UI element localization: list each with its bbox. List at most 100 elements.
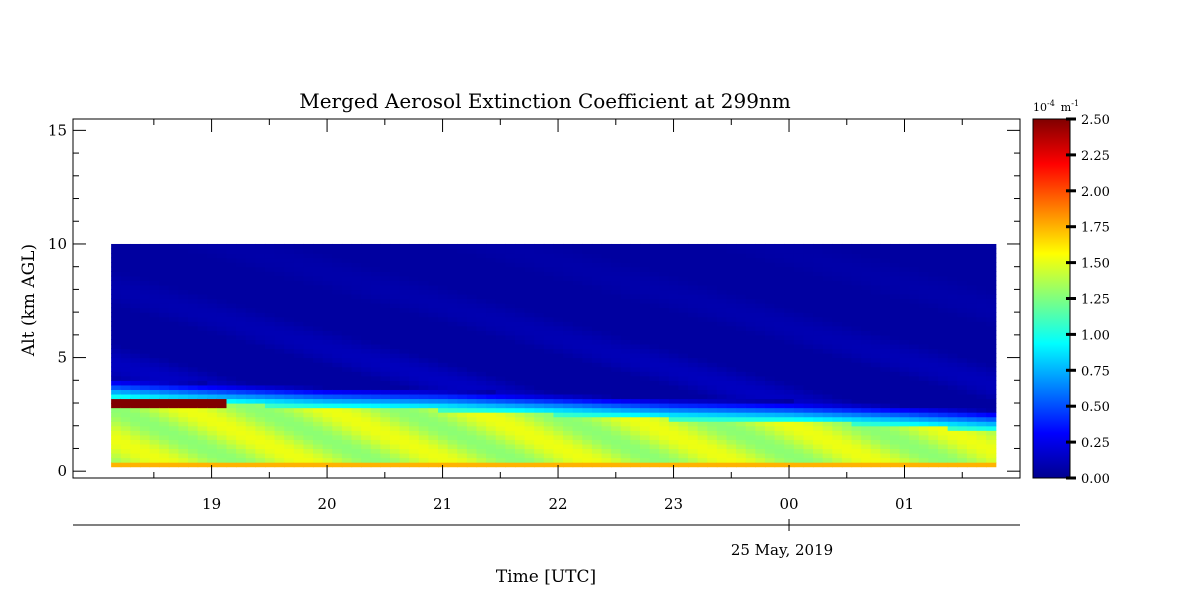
heatmap-cell xyxy=(668,262,680,268)
heatmap-cell xyxy=(572,280,583,286)
heatmap-cell xyxy=(245,353,256,359)
heatmap-cell xyxy=(938,271,949,277)
heatmap-cell xyxy=(438,348,449,354)
heatmap-cell xyxy=(591,371,603,377)
heatmap-cell xyxy=(111,303,122,309)
heatmap-cell xyxy=(111,425,122,431)
heatmap-cell xyxy=(726,307,737,313)
heatmap-cell xyxy=(764,421,776,427)
heatmap-cell xyxy=(630,312,641,318)
heatmap-cell xyxy=(976,403,987,409)
heatmap-cell xyxy=(784,334,795,340)
heatmap-cell xyxy=(918,416,930,422)
heatmap-cell xyxy=(486,366,497,372)
heatmap-cell xyxy=(726,312,737,318)
heatmap-cell xyxy=(505,448,516,454)
heatmap-cell xyxy=(889,371,901,377)
heatmap-cell xyxy=(332,289,343,295)
heatmap-cell xyxy=(736,293,747,300)
heatmap-cell xyxy=(909,262,920,268)
heatmap-cell xyxy=(178,257,189,263)
heatmap-cell xyxy=(284,280,295,286)
heatmap-cell xyxy=(120,398,131,404)
heatmap-cell xyxy=(245,284,256,291)
heatmap-cell xyxy=(149,366,160,372)
heatmap-cell xyxy=(495,334,506,340)
heatmap-cell xyxy=(245,366,256,372)
heatmap-cell xyxy=(966,375,978,381)
heatmap-cell xyxy=(822,416,833,422)
heatmap-cell xyxy=(438,430,449,436)
heatmap-cell xyxy=(332,366,343,372)
heatmap-cell xyxy=(380,462,391,468)
heatmap-cell xyxy=(928,253,939,259)
heatmap-cell xyxy=(639,389,651,395)
heatmap-cell xyxy=(284,375,295,381)
heatmap-cell xyxy=(591,462,603,468)
heatmap-cell xyxy=(813,298,824,304)
heatmap-cell xyxy=(986,316,997,322)
heatmap-cell xyxy=(793,266,805,272)
heatmap-cell xyxy=(303,462,314,468)
heatmap-cell xyxy=(813,312,824,318)
heatmap-cell xyxy=(553,343,564,350)
heatmap-cell xyxy=(178,298,189,304)
heatmap-cell xyxy=(755,434,766,440)
heatmap-cell xyxy=(159,298,170,304)
heatmap-cell xyxy=(380,280,391,286)
heatmap-cell xyxy=(630,380,641,386)
heatmap-cell xyxy=(659,453,670,459)
heatmap-cell xyxy=(697,262,708,268)
heatmap-cell xyxy=(313,357,324,363)
heatmap-cell xyxy=(697,330,708,336)
heatmap-cell xyxy=(332,284,343,291)
heatmap-cell xyxy=(149,321,160,327)
heatmap-cell xyxy=(803,243,814,250)
heatmap-cell xyxy=(909,448,920,454)
heatmap-cell xyxy=(726,357,737,363)
heatmap-cell xyxy=(543,343,555,350)
heatmap-cell xyxy=(880,453,891,459)
heatmap-cell xyxy=(332,421,343,427)
heatmap-cell xyxy=(457,366,468,372)
heatmap-cell xyxy=(236,384,247,390)
heatmap-cell xyxy=(313,293,324,300)
heatmap-cell xyxy=(986,357,997,363)
heatmap-cell xyxy=(976,316,987,322)
heatmap-cell xyxy=(514,371,526,377)
heatmap-cell xyxy=(514,334,526,340)
heatmap-cell xyxy=(563,298,574,304)
heatmap-cell xyxy=(870,348,881,354)
heatmap-cell xyxy=(803,430,814,436)
heatmap-cell xyxy=(303,330,314,336)
heatmap-cell xyxy=(947,462,958,468)
heatmap-cell xyxy=(418,303,430,309)
heatmap-cell xyxy=(870,334,881,340)
heatmap-cell xyxy=(861,307,872,313)
heatmap-cell xyxy=(668,325,680,331)
heatmap-cell xyxy=(909,289,920,295)
heatmap-cell xyxy=(688,343,699,350)
heatmap-cell xyxy=(438,307,449,313)
heatmap-cell xyxy=(563,375,574,381)
heatmap-cell xyxy=(341,321,353,327)
heatmap-cell xyxy=(889,266,901,272)
heatmap-cell xyxy=(899,248,910,254)
heatmap-cell xyxy=(341,248,353,254)
heatmap-cell xyxy=(389,398,401,404)
heatmap-cell xyxy=(226,462,237,468)
heatmap-cell xyxy=(957,371,968,377)
heatmap-cell xyxy=(361,380,372,386)
heatmap-cell xyxy=(476,334,487,340)
heatmap-cell xyxy=(457,421,468,427)
heatmap-cell xyxy=(389,334,401,340)
heatmap-cell xyxy=(120,330,131,336)
heatmap-cell xyxy=(793,280,805,286)
heatmap-cell xyxy=(745,303,756,309)
heatmap-cell xyxy=(284,266,295,272)
heatmap-cell xyxy=(803,262,814,268)
heatmap-cell xyxy=(457,453,468,459)
heatmap-cell xyxy=(736,434,747,440)
heatmap-cell xyxy=(813,339,824,345)
heatmap-cell xyxy=(466,312,478,318)
